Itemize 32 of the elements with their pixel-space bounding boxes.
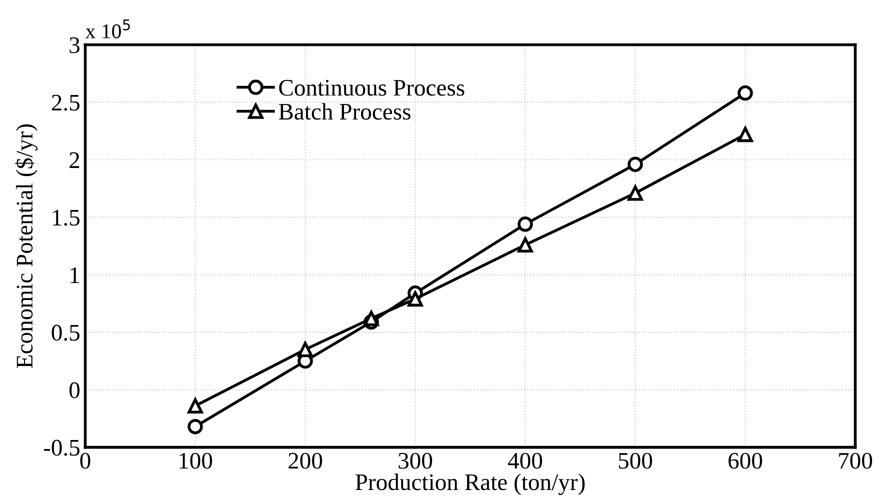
- point: [738, 126, 753, 142]
- x-tick-label: 200: [288, 452, 322, 469]
- x-tick-label: 500: [618, 452, 652, 469]
- point: [188, 418, 203, 434]
- x-tick-label: 300: [398, 452, 432, 469]
- text: x 10$^{5}$: [85, 20, 130, 38]
- x-tick-label: 400: [508, 452, 542, 469]
- x-tick-label: 100: [180, 452, 212, 469]
- y-tick-label: 3: [70, 37, 80, 54]
- y-tick-label: 0: [69, 382, 80, 398]
- point: [298, 342, 313, 358]
- x-tick-label: 700: [839, 452, 872, 469]
- point: [628, 156, 643, 172]
- legend-label: Continuous Process: [279, 80, 464, 96]
- point: [364, 310, 379, 326]
- y-tick-label: 0.5: [52, 324, 80, 341]
- point: [518, 216, 533, 232]
- point: [628, 185, 643, 201]
- y-tick-label: -0.5: [44, 440, 80, 456]
- x-tick-label: 0: [80, 452, 90, 469]
- y-tick-label: 2.5: [52, 94, 80, 111]
- y-axis-title: Economic Potential ($/yr): [15, 124, 38, 368]
- point: [188, 398, 203, 414]
- y-tick-label: 1.5: [52, 210, 80, 226]
- x-tick-label: 600: [728, 452, 762, 469]
- y-tick-label: 1: [70, 267, 79, 283]
- y-tick-label: 2: [70, 152, 80, 168]
- point: [518, 237, 533, 253]
- x-axis-title: Production Rate (ton/yr): [356, 474, 585, 496]
- legend-label: Batch Process: [278, 103, 410, 120]
- point: [738, 85, 753, 101]
- point: [408, 291, 423, 307]
